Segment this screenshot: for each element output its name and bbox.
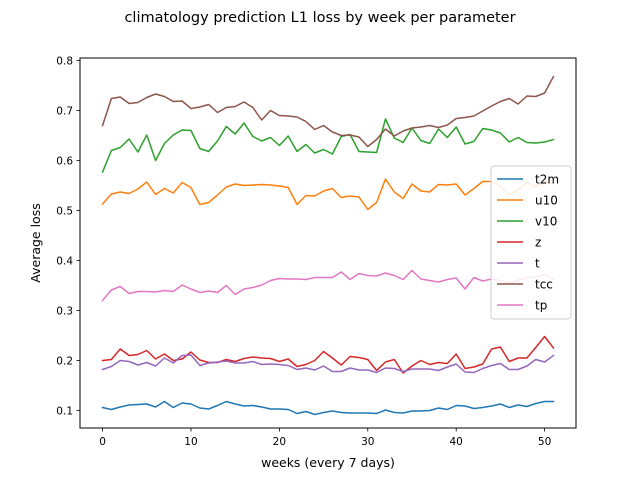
series-line-t [101, 354, 555, 374]
y-tick-label: 0.8 [56, 56, 73, 68]
y-tick-label: 0.7 [56, 106, 73, 118]
plot-frame [79, 57, 577, 429]
y-tick-label: 0.1 [56, 406, 73, 418]
legend-box [490, 165, 572, 320]
y-tick-label: 0.5 [56, 206, 73, 218]
y-tick-label: 0.3 [56, 306, 73, 318]
x-tick-label: 20 [273, 436, 286, 448]
legend-label-t: t [535, 257, 540, 271]
x-tick-label: 40 [450, 436, 463, 448]
legend-label-v10: v10 [535, 215, 557, 229]
x-tick-label: 0 [99, 436, 106, 448]
x-tick-label: 50 [538, 436, 551, 448]
x-tick-label: 30 [361, 436, 374, 448]
x-axis: 0 10 20 30 40 50 [99, 428, 551, 448]
x-tick-label: 10 [184, 436, 197, 448]
plot-lines [101, 75, 555, 416]
y-axis-label: Average loss [28, 203, 43, 282]
series-line-tcc [101, 75, 555, 148]
series-line-tp [101, 269, 555, 302]
legend-label-tp: tp [535, 299, 547, 313]
legend-label-z: z [535, 236, 541, 250]
series-line-u10 [101, 178, 555, 211]
legend-label-tcc: tcc [535, 278, 553, 292]
x-axis-label: weeks (every 7 days) [261, 455, 395, 470]
chart-title: climatology prediction L1 loss by week p… [124, 10, 515, 26]
series-line-v10 [101, 118, 555, 173]
legend-label-t2m: t2m [535, 173, 559, 187]
legend: t2m u10 v10 zt tcc tp [490, 165, 572, 320]
legend-label-u10: u10 [535, 194, 558, 208]
y-tick-label: 0.6 [56, 156, 73, 168]
y-tick-label: 0.2 [56, 356, 73, 368]
y-tick-label: 0.4 [56, 256, 73, 268]
y-axis: 0.1 0.2 0.3 0.4 0.5 0.6 0.7 0.8 [56, 56, 80, 418]
series-line-t2m [101, 400, 555, 416]
